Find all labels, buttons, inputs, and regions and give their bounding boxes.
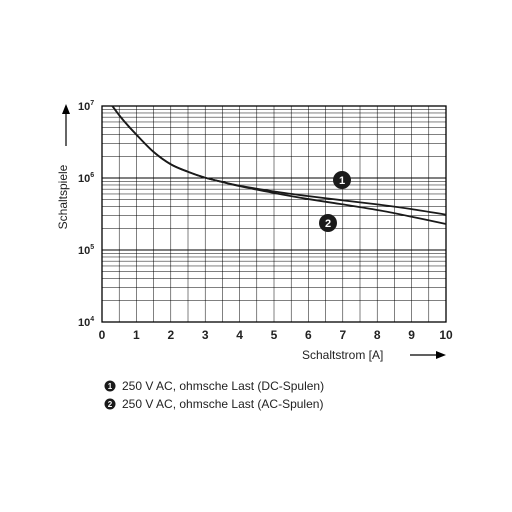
legend-item-2-text: 250 V AC, ohmsche Last (AC-Spulen) — [122, 397, 323, 411]
legend-item-2-num: 2 — [108, 400, 113, 409]
series-marker-1-label: 1 — [339, 175, 345, 187]
y-tick-label: 107 — [78, 100, 94, 113]
y-tick-label: 104 — [78, 316, 94, 329]
legend-item-1: 1 250 V AC, ohmsche Last (DC-Spulen) — [104, 379, 324, 393]
y-axis-arrow-head — [62, 104, 70, 114]
x-tick-label: 8 — [374, 328, 381, 342]
x-axis-label-group: Schaltstrom [A] — [302, 348, 446, 362]
x-axis-label: Schaltstrom [A] — [302, 348, 383, 362]
x-tick-label: 3 — [202, 328, 209, 342]
x-tick-label: 4 — [236, 328, 243, 342]
series-marker-2-label: 2 — [325, 218, 331, 230]
y-tick-labels: 104 105 106 107 — [78, 100, 94, 329]
x-tick-labels: 0 1 2 3 4 5 6 7 8 9 10 — [99, 328, 453, 342]
y-axis-label-group: Schaltspiele — [56, 104, 70, 229]
y-tick-label: 105 — [78, 244, 94, 257]
x-tick-label: 10 — [439, 328, 453, 342]
legend-item-1-num: 1 — [108, 382, 113, 391]
y-tick-label: 106 — [78, 172, 94, 185]
series-marker-1-circle — [333, 171, 351, 189]
series-marker-1: 1 — [333, 171, 351, 189]
series-line-2 — [111, 105, 447, 225]
x-tick-label: 9 — [408, 328, 415, 342]
legend: 1 250 V AC, ohmsche Last (DC-Spulen) 2 2… — [104, 379, 324, 411]
series-marker-2-circle — [319, 214, 337, 232]
series-marker-2: 2 — [319, 214, 337, 232]
series-lines — [111, 105, 447, 225]
series-line-1 — [111, 105, 447, 216]
x-tick-label: 0 — [99, 328, 106, 342]
legend-item-1-badge — [104, 380, 116, 392]
legend-item-1-text: 250 V AC, ohmsche Last (DC-Spulen) — [122, 379, 324, 393]
x-tick-label: 1 — [133, 328, 140, 342]
x-tick-label: 2 — [167, 328, 174, 342]
x-tick-label: 7 — [339, 328, 346, 342]
x-axis-arrow-head — [436, 351, 446, 359]
legend-item-2-badge — [104, 398, 116, 410]
x-tick-label: 6 — [305, 328, 312, 342]
x-tick-label: 5 — [271, 328, 278, 342]
y-axis-label: Schaltspiele — [56, 164, 70, 229]
legend-item-2: 2 250 V AC, ohmsche Last (AC-Spulen) — [104, 397, 323, 411]
